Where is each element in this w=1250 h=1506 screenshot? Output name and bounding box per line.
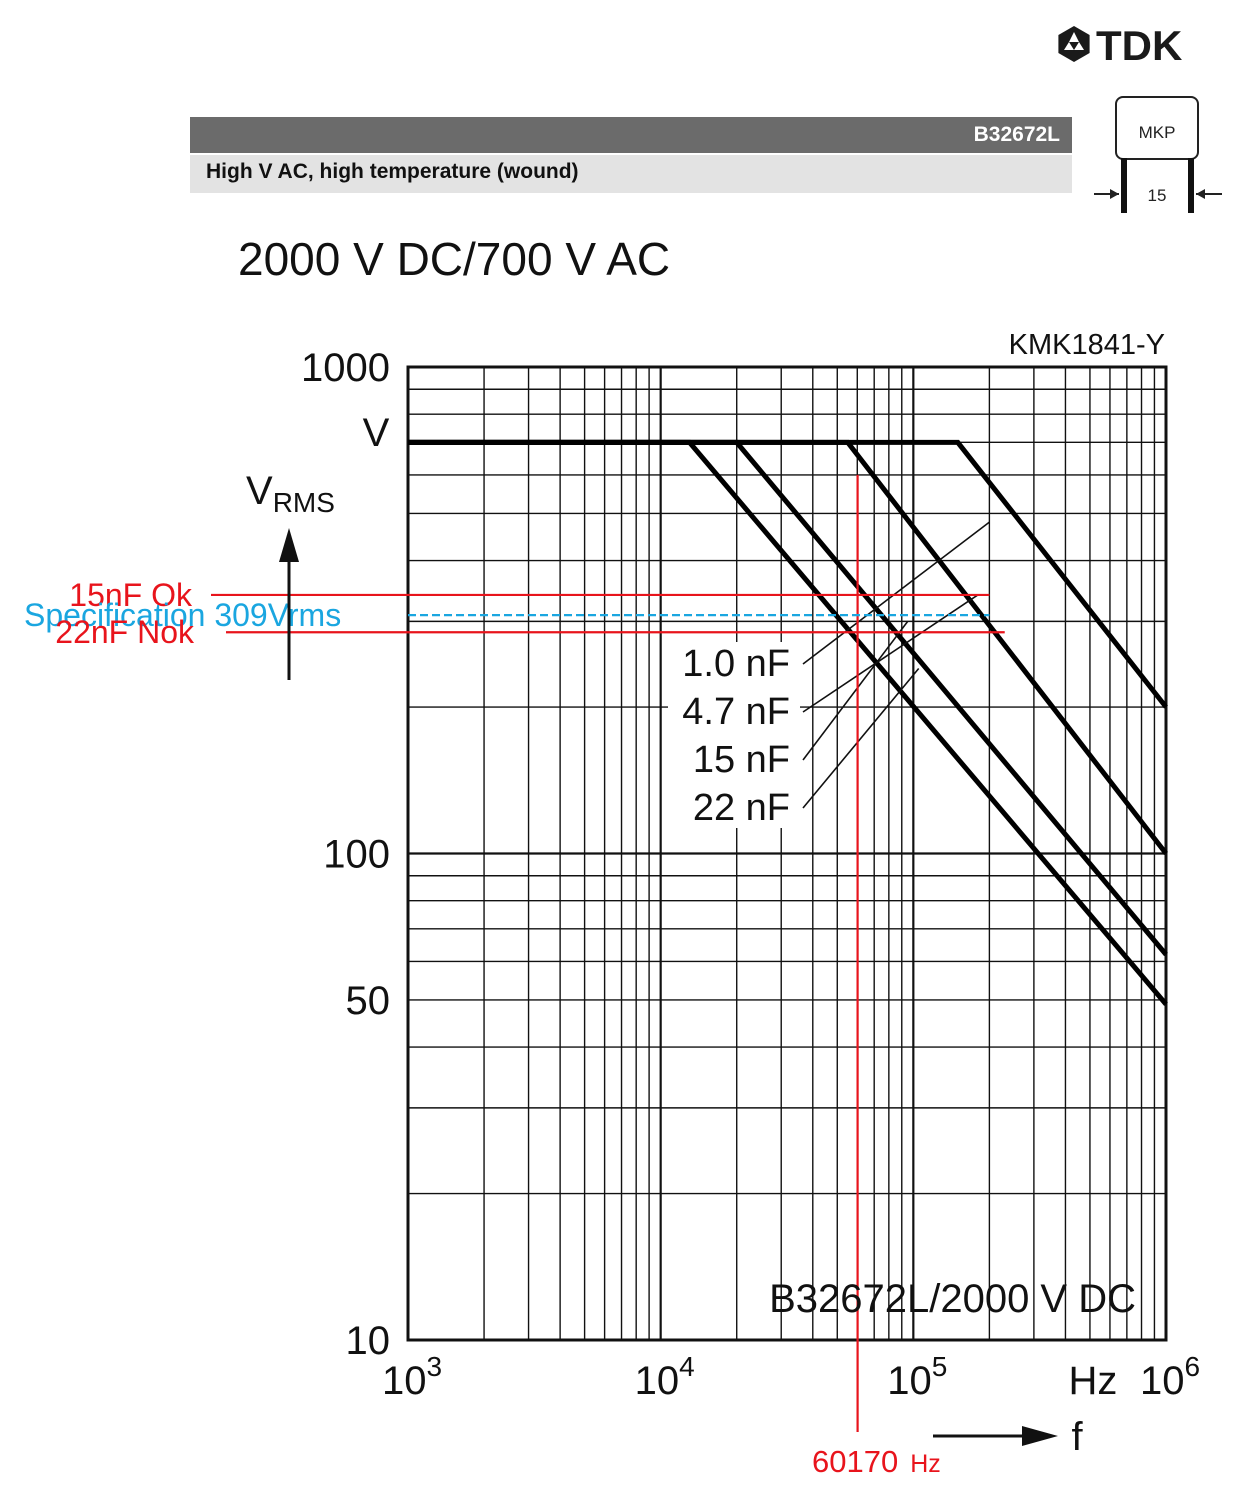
curve-label-background bbox=[668, 642, 800, 828]
header-bar: B32672L bbox=[190, 117, 1072, 153]
nok-threshold-label: 22nF Nok bbox=[55, 614, 195, 650]
y-tick-label: 10 bbox=[346, 1319, 391, 1363]
curve-leader-line bbox=[802, 668, 920, 809]
rating-title: 2000 V DC/700 V AC bbox=[238, 233, 671, 285]
curve-label: 22 nF bbox=[693, 787, 790, 829]
curve-label: 15 nF bbox=[693, 739, 790, 781]
x-tick-label: 106 bbox=[1140, 1351, 1200, 1403]
series-line-22-nf bbox=[408, 439, 1168, 1006]
curve-label: 4.7 nF bbox=[682, 691, 790, 733]
x-axis-label: f bbox=[1071, 1415, 1083, 1459]
x-tick-label: 103 bbox=[382, 1351, 442, 1403]
y-tick-label: 1000 bbox=[301, 346, 390, 390]
y-tick-label: 100 bbox=[323, 833, 390, 877]
y-axis-label-sub: RMS bbox=[273, 487, 335, 518]
curve-leader-line bbox=[802, 521, 990, 665]
y-axis-arrow-icon bbox=[279, 528, 299, 680]
subtitle-bar: High V AC, high temperature (wound) bbox=[190, 155, 1072, 193]
x-unit-label: Hz bbox=[1069, 1359, 1118, 1403]
y-axis-label: VRMS bbox=[246, 469, 335, 518]
curve-leader-line bbox=[802, 594, 979, 713]
curve-label: 1.0 nF bbox=[682, 643, 790, 685]
figure-code: KMK1841-Y bbox=[1009, 329, 1165, 361]
series-group bbox=[408, 439, 1168, 1006]
ok-threshold-label: 15nF Ok bbox=[69, 577, 193, 613]
package-outline-icon: MKP 15 bbox=[1094, 96, 1222, 213]
chart-inner-title: B32672L/2000 V DC bbox=[769, 1277, 1136, 1321]
y-axis-label-main: V bbox=[246, 469, 273, 513]
x-tick-label: 104 bbox=[635, 1351, 695, 1403]
package-pitch-label: 15 bbox=[1148, 186, 1167, 205]
y-unit-label: V bbox=[363, 411, 390, 455]
tdk-logo: TDK bbox=[1058, 22, 1182, 66]
product-subtitle: High V AC, high temperature (wound) bbox=[206, 160, 579, 183]
frequency-marker-label: 60170 Hz bbox=[812, 1444, 941, 1479]
grid bbox=[408, 367, 1166, 1340]
part-number: B32672L bbox=[973, 123, 1060, 146]
package-type-label: MKP bbox=[1139, 123, 1176, 142]
x-axis-arrow-icon bbox=[933, 1426, 1058, 1446]
curve-leader-line bbox=[802, 620, 909, 761]
y-tick-label: 50 bbox=[346, 979, 391, 1023]
curve-label-box: 1.0 nF 4.7 nF 15 nF 22 nF bbox=[668, 521, 990, 829]
x-tick-label: 105 bbox=[887, 1351, 947, 1403]
svg-text:VRMS: VRMS bbox=[246, 469, 335, 518]
brand-text: TDK bbox=[1096, 22, 1182, 66]
